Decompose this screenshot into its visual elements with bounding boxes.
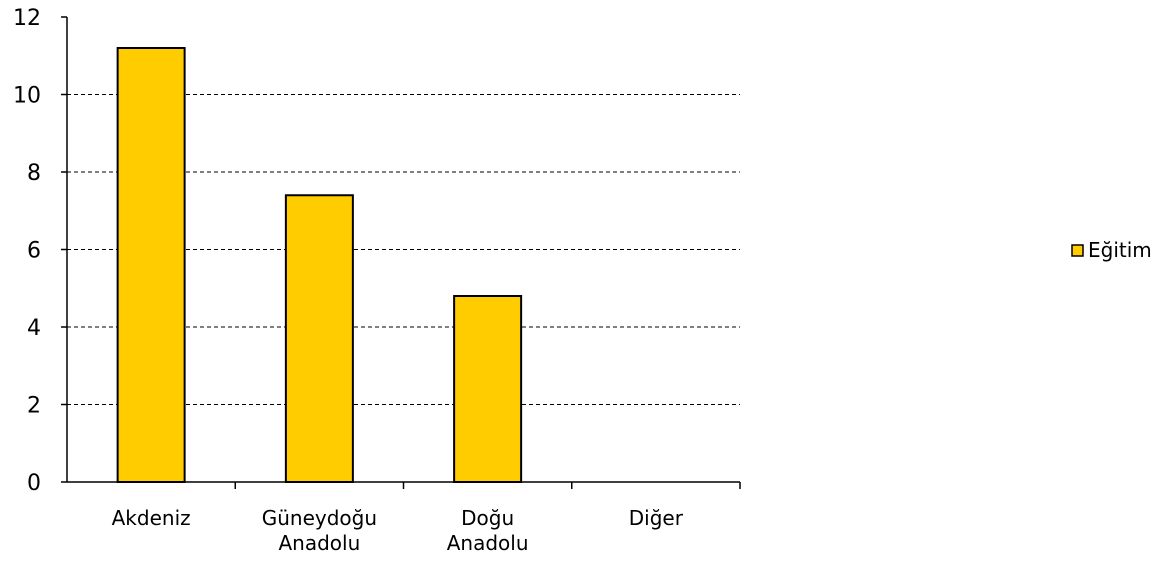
y-tick-label: 6 (27, 239, 41, 264)
y-axis-ticks: 0 2 4 6 8 10 12 (13, 6, 67, 496)
y-tick-label: 10 (13, 84, 41, 109)
x-category-label: Akdeniz (112, 506, 191, 530)
y-tick-label: 0 (27, 471, 41, 496)
x-category-label-line: Diğer (629, 506, 684, 530)
bars (116, 47, 523, 483)
x-category-label-line: Güneydoğu (262, 506, 377, 530)
x-category-label-line: Anadolu (278, 531, 360, 555)
y-tick-label: 8 (27, 161, 41, 186)
bar (453, 295, 523, 483)
x-category-label-line: Doğu (461, 506, 514, 530)
bar (116, 47, 186, 483)
x-category-label-line: Anadolu (447, 531, 529, 555)
legend-swatch (1071, 244, 1084, 257)
y-tick-label: 12 (13, 6, 41, 31)
x-category-label-line: Akdeniz (112, 506, 191, 530)
y-tick-label: 2 (27, 394, 41, 419)
x-category-label: Güneydoğu Anadolu (262, 506, 377, 555)
x-category-label: Diğer (629, 506, 684, 530)
legend-label: Eğitim (1088, 238, 1152, 262)
y-tick-label: 4 (27, 316, 41, 341)
bar (284, 194, 354, 483)
x-category-label: Doğu Anadolu (447, 506, 529, 555)
legend: Eğitim (1071, 238, 1152, 262)
